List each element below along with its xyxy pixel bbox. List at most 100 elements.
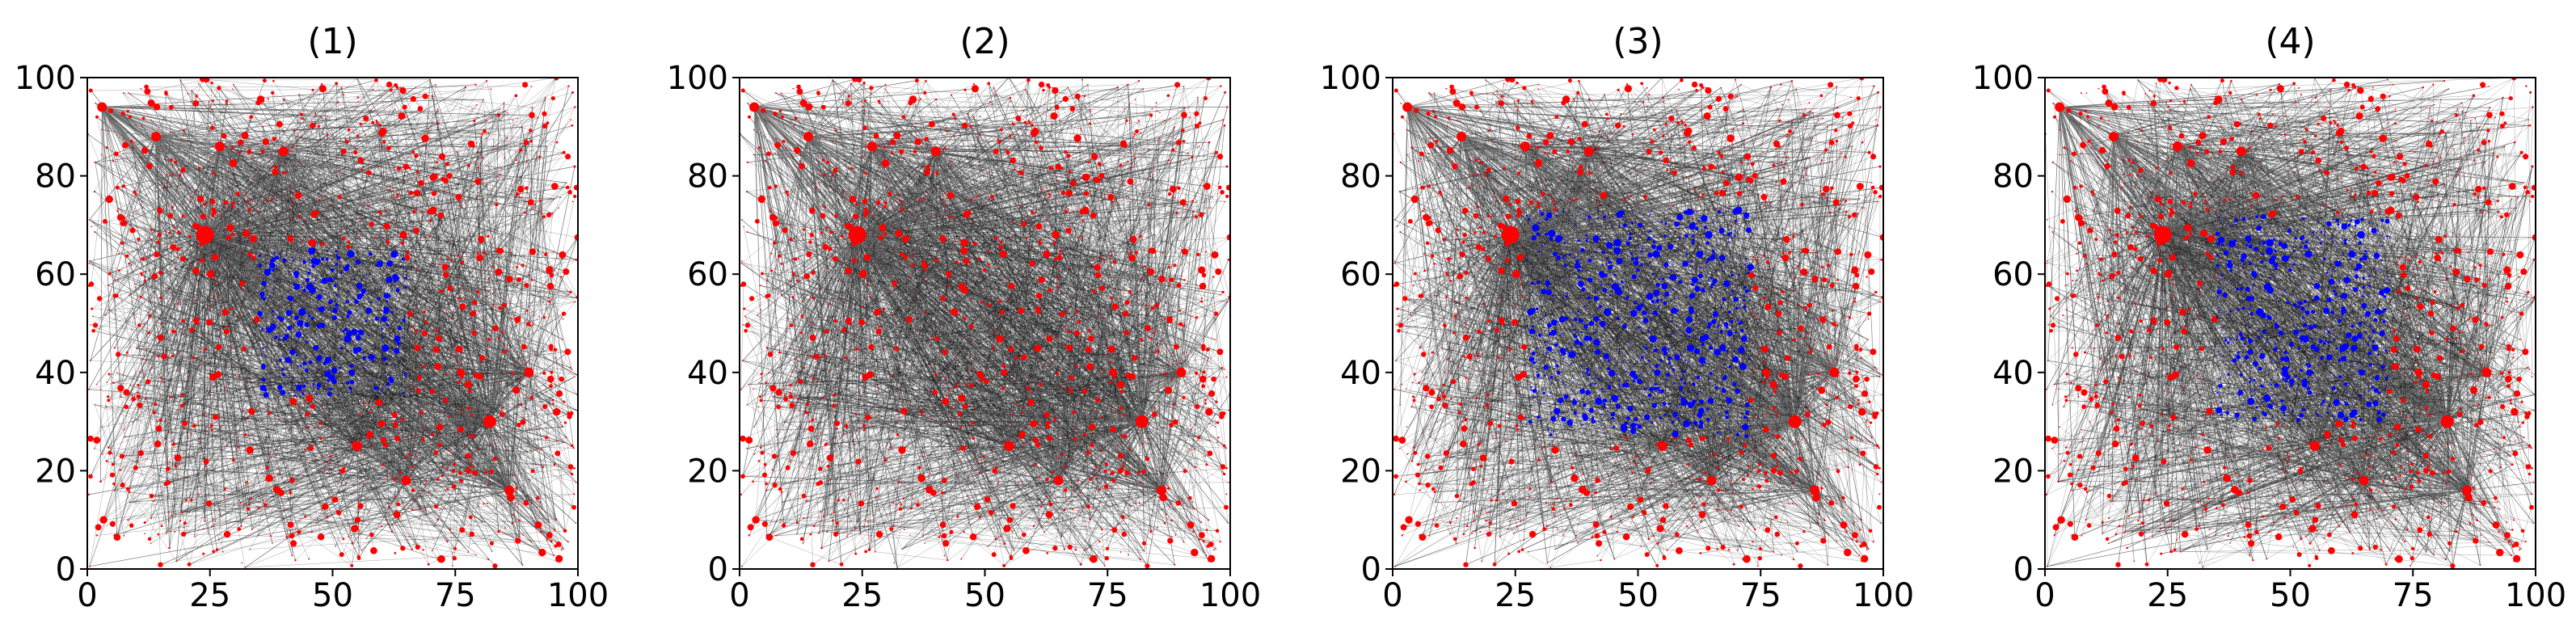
x-tick-label: 0 [729,577,749,614]
region-node-point [1563,254,1566,257]
node-point [1692,145,1697,150]
region-node-point [1749,388,1752,390]
node-point [1131,355,1138,361]
node-point [1125,119,1128,123]
region-node-point [1662,402,1667,406]
node-point [1442,391,1444,394]
x-tick-label: 75 [435,577,476,614]
node-point [349,443,352,445]
node-point [802,238,804,240]
region-node-point [1605,380,1607,381]
node-point [1079,282,1081,284]
region-node-point [295,354,298,357]
node-point [211,213,215,218]
node-point [415,176,418,178]
node-point [1793,132,1795,134]
node-point [842,432,845,435]
node-point [1764,527,1771,533]
region-node-point [1722,318,1724,321]
node-point [91,307,94,310]
node-point [1517,550,1521,554]
node-point [471,108,473,110]
node-point [1821,362,1823,364]
node-point [559,196,562,198]
node-point [226,102,228,104]
region-node-point [1663,301,1667,306]
region-node-point [1714,384,1716,386]
region-node-point [324,370,331,377]
node-point [799,331,803,335]
node-point [429,388,435,394]
node-point [409,384,411,386]
node-point [1393,388,1395,390]
region-node-point [1537,399,1539,402]
node-point [470,310,477,317]
node-point [301,240,304,242]
node-point [1652,128,1656,132]
node-point [1195,215,1198,219]
node-point [1119,289,1122,292]
region-node-point [332,308,338,314]
node-point [118,252,120,255]
node-point [844,424,849,428]
node-point [542,466,544,469]
x-tick-label: 75 [1087,577,1128,614]
node-point [1777,330,1782,335]
region-node-point [282,258,287,263]
node-point [869,86,874,91]
region-node-point [1545,289,1552,296]
node-point [1140,483,1142,485]
node-point [479,162,482,164]
node-point [832,520,834,522]
node-point [956,448,959,451]
y-tick-label: 40 [35,355,76,392]
node-point [1794,443,1797,446]
node-point [1743,153,1752,160]
node-point [887,192,892,196]
node-point [144,398,147,400]
node-point [446,468,449,470]
node-point [441,465,445,468]
node-point [942,398,950,406]
region-node-point [347,310,352,315]
node-point [1742,108,1744,111]
region-node-point [1683,400,1689,405]
node-point [318,198,321,201]
node-point [1031,248,1032,251]
region-node-point [318,381,319,383]
node-point [1496,90,1498,91]
region-node-point [1664,234,1667,238]
region-node-point [1734,230,1735,232]
region-node-point [1739,363,1747,370]
region-node-point [322,352,323,354]
node-point [432,346,440,353]
region-node-point [1595,398,1603,406]
node-point [883,458,887,462]
node-point [1628,468,1629,470]
region-node-point [356,293,363,300]
region-node-point [1661,221,1663,224]
node-point [394,435,400,441]
node-point [1482,256,1484,258]
region-node-point [1642,310,1647,316]
node-point [1150,381,1153,383]
region-node-point [1617,383,1621,386]
region-node-point [1649,214,1651,217]
node-point [1826,126,1828,129]
node-point [206,270,215,279]
node-point [1090,153,1098,160]
node-point [1116,201,1119,204]
node-point [1149,113,1153,117]
node-point [141,146,149,154]
node-point [416,318,419,321]
node-point [1878,446,1880,449]
node-point [802,542,804,545]
region-node-point [1699,356,1705,364]
node-point [1040,190,1043,192]
node-point [573,466,575,470]
region-node-point [1652,398,1655,400]
node-point [1806,167,1808,170]
node-point [863,108,866,112]
node-point [1116,445,1118,447]
node-point [1191,155,1194,158]
